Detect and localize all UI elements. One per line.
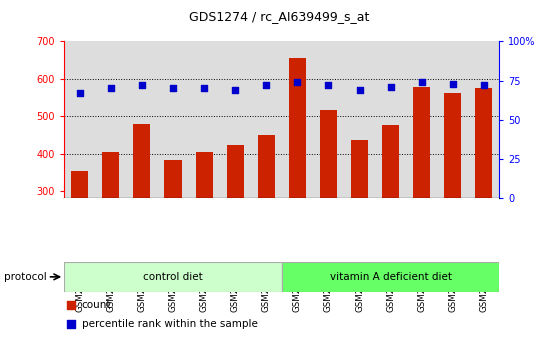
Bar <box>126 41 157 198</box>
Bar <box>102 152 119 303</box>
Text: GDS1274 / rc_AI639499_s_at: GDS1274 / rc_AI639499_s_at <box>189 10 369 23</box>
Bar <box>258 135 275 303</box>
Bar <box>195 152 213 303</box>
Bar <box>475 88 492 303</box>
Bar <box>157 41 189 198</box>
Point <box>386 84 395 90</box>
Point <box>448 81 457 87</box>
Point <box>230 87 239 93</box>
Bar <box>444 93 461 303</box>
Bar <box>227 145 244 303</box>
Point <box>137 82 146 88</box>
Point <box>293 79 302 85</box>
Point <box>417 79 426 85</box>
Bar <box>382 126 399 303</box>
Bar <box>95 41 126 198</box>
Bar <box>251 41 282 198</box>
Point <box>479 82 488 88</box>
Bar <box>71 171 88 303</box>
Bar <box>165 160 181 303</box>
Point <box>262 82 271 88</box>
Bar <box>133 124 151 303</box>
Bar <box>413 87 430 303</box>
Bar <box>468 41 499 198</box>
Bar <box>282 41 313 198</box>
Point <box>355 87 364 93</box>
Bar <box>64 262 282 292</box>
Point <box>336 76 345 81</box>
Bar <box>313 41 344 198</box>
Point <box>200 86 209 91</box>
Text: percentile rank within the sample: percentile rank within the sample <box>81 319 257 329</box>
Point <box>324 82 333 88</box>
Text: count: count <box>81 300 111 310</box>
Point <box>75 90 84 96</box>
Bar <box>189 41 220 198</box>
Bar <box>375 41 406 198</box>
Bar <box>282 262 499 292</box>
Point <box>336 248 345 254</box>
Bar <box>64 41 95 198</box>
Bar <box>406 41 437 198</box>
Text: control diet: control diet <box>143 272 203 282</box>
Bar <box>320 110 337 303</box>
Bar <box>351 140 368 303</box>
Bar <box>437 41 468 198</box>
Text: vitamin A deficient diet: vitamin A deficient diet <box>330 272 451 282</box>
Bar <box>220 41 251 198</box>
Bar <box>289 58 306 303</box>
Bar <box>344 41 375 198</box>
Point <box>169 86 177 91</box>
Point <box>107 86 116 91</box>
Text: protocol: protocol <box>4 272 47 282</box>
